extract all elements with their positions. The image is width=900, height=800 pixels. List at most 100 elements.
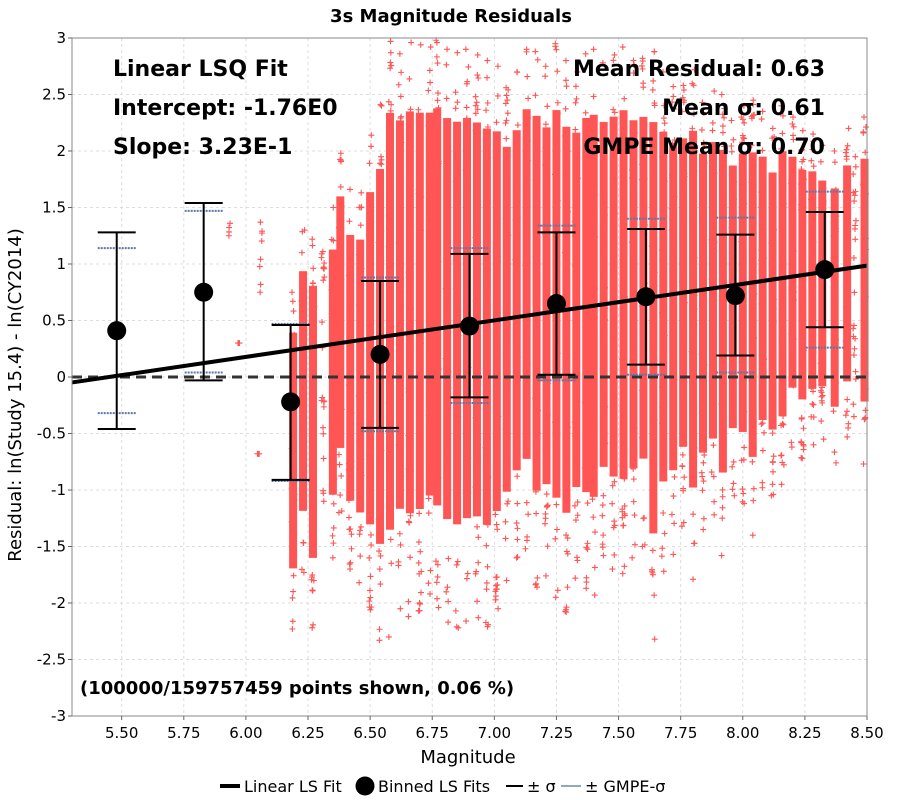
scatter-point xyxy=(778,102,787,488)
scatter-point xyxy=(225,220,234,239)
scatter-points xyxy=(225,37,870,644)
scatter-dense-band xyxy=(798,169,807,400)
binned-fit-point xyxy=(281,392,301,412)
scatter-point xyxy=(561,57,571,616)
scatter-point xyxy=(860,114,870,468)
scatter-point xyxy=(452,49,462,631)
annotations: Linear LSQ Fit Intercept: -1.76E0 Slope:… xyxy=(80,57,825,699)
legend-item: Binned LS Fits xyxy=(355,776,490,796)
legend-swatch-bin xyxy=(355,776,375,796)
binned-fit-point xyxy=(725,286,745,306)
scatter-dense-band xyxy=(512,130,521,471)
points-shown-annotation: (100000/159757459 points shown, 0.06 %) xyxy=(80,678,514,699)
bin-group xyxy=(805,190,844,349)
scatter-point xyxy=(797,127,807,462)
scatter-column xyxy=(256,219,266,296)
scatter-column xyxy=(648,48,658,643)
bin-group xyxy=(450,247,489,404)
y-tick-label: -3 xyxy=(51,707,66,725)
scatter-point xyxy=(599,59,609,559)
binned-fit-point xyxy=(546,294,566,314)
x-tick-label: 7.00 xyxy=(478,724,511,742)
y-tick-label: 2 xyxy=(56,142,66,160)
x-tick-label: 6.00 xyxy=(229,724,262,742)
legend-item: ± σ xyxy=(506,777,556,796)
scatter-column xyxy=(405,39,415,620)
bin-group xyxy=(537,224,576,382)
scatter-column xyxy=(522,46,532,552)
x-tick-label: 7.25 xyxy=(540,724,573,742)
scatter-point xyxy=(807,131,817,448)
scatter-point xyxy=(492,63,502,612)
y-tick-label: -2.5 xyxy=(37,651,66,669)
y-tick-label: -1.5 xyxy=(37,538,66,556)
scatter-point xyxy=(708,88,718,518)
scatter-column xyxy=(318,248,328,505)
scatter-dense-band xyxy=(443,118,452,520)
scatter-point xyxy=(462,46,472,625)
scatter-point xyxy=(234,340,243,347)
scatter-column xyxy=(432,37,442,611)
binned-fit-point xyxy=(194,282,214,302)
legend-item: Linear LS Fit xyxy=(220,777,342,796)
binned-fit-point xyxy=(815,260,835,280)
bin-group xyxy=(361,276,400,433)
scatter-dense-band xyxy=(629,120,638,469)
y-tick-label: 3 xyxy=(56,29,66,47)
scatter-point xyxy=(432,37,442,611)
scatter-dense-band xyxy=(308,285,317,558)
scatter-point xyxy=(648,48,658,643)
scatter-point xyxy=(581,50,591,592)
y-tick-label: 1.5 xyxy=(42,199,66,217)
scatter-column xyxy=(395,50,405,612)
scatter-column xyxy=(797,127,807,462)
scatter-point xyxy=(628,57,638,561)
scatter-point xyxy=(609,51,618,573)
scatter-column xyxy=(758,108,768,491)
scatter-point xyxy=(308,236,318,631)
binned-fit-point xyxy=(636,287,656,307)
legend-label: Binned LS Fits xyxy=(378,777,490,796)
scatter-dense-band xyxy=(453,121,462,525)
scatter-point xyxy=(254,450,263,457)
legend-item: ± GMPE-σ xyxy=(561,777,665,796)
scatter-dense-band xyxy=(768,172,777,430)
y-axis-ticks: -3 -2.5 -2 -1.5 -1 -0.5 0 0.5 1 1.5 2 2.5 3 xyxy=(37,29,72,725)
x-tick-label: 6.25 xyxy=(291,724,324,742)
scatter-dense-band xyxy=(649,122,658,534)
y-tick-label: 2.5 xyxy=(42,86,66,104)
x-tick-label: 8.25 xyxy=(788,724,821,742)
x-axis-ticks: 5.50 5.75 6.00 6.25 6.50 6.75 7.00 7.25 7.50 7.75… xyxy=(105,716,884,742)
scatter-point xyxy=(532,48,541,591)
binned-fit-point xyxy=(370,344,390,364)
scatter-point xyxy=(850,153,859,420)
scatter-dense-band xyxy=(609,116,618,477)
scatter-column xyxy=(328,204,338,561)
scatter-point xyxy=(482,57,492,630)
legend-label: ± σ xyxy=(527,777,556,796)
scatter-column xyxy=(234,340,243,347)
y-axis-label: Residual: ln(Study 15.4) - ln(CY2014) xyxy=(5,228,26,561)
scatter-dense-band xyxy=(808,171,817,389)
scatter-point xyxy=(318,248,328,505)
fit-title-annotation: Linear LSQ Fit xyxy=(113,57,288,82)
scatter-dense-band xyxy=(386,112,394,530)
scatter-point xyxy=(256,219,266,296)
scatter-column xyxy=(628,57,638,561)
scatter-column xyxy=(768,125,778,499)
y-tick-label: -1 xyxy=(51,481,66,499)
scatter-point xyxy=(738,102,748,507)
scatter-dense-band xyxy=(758,156,767,421)
scatter-column xyxy=(345,186,355,573)
scatter-point xyxy=(698,99,708,533)
y-tick-label: -0.5 xyxy=(37,425,66,443)
bin-group xyxy=(716,216,755,374)
scatter-point xyxy=(328,204,338,561)
x-tick-label: 5.75 xyxy=(167,724,200,742)
binned-fit-point xyxy=(107,321,127,341)
y-tick-label: 0 xyxy=(56,368,66,386)
binned-fit-point xyxy=(460,316,479,336)
scatter-dense-band xyxy=(522,109,531,459)
scatter-column xyxy=(532,48,541,591)
scatter-dense-band xyxy=(778,151,787,417)
